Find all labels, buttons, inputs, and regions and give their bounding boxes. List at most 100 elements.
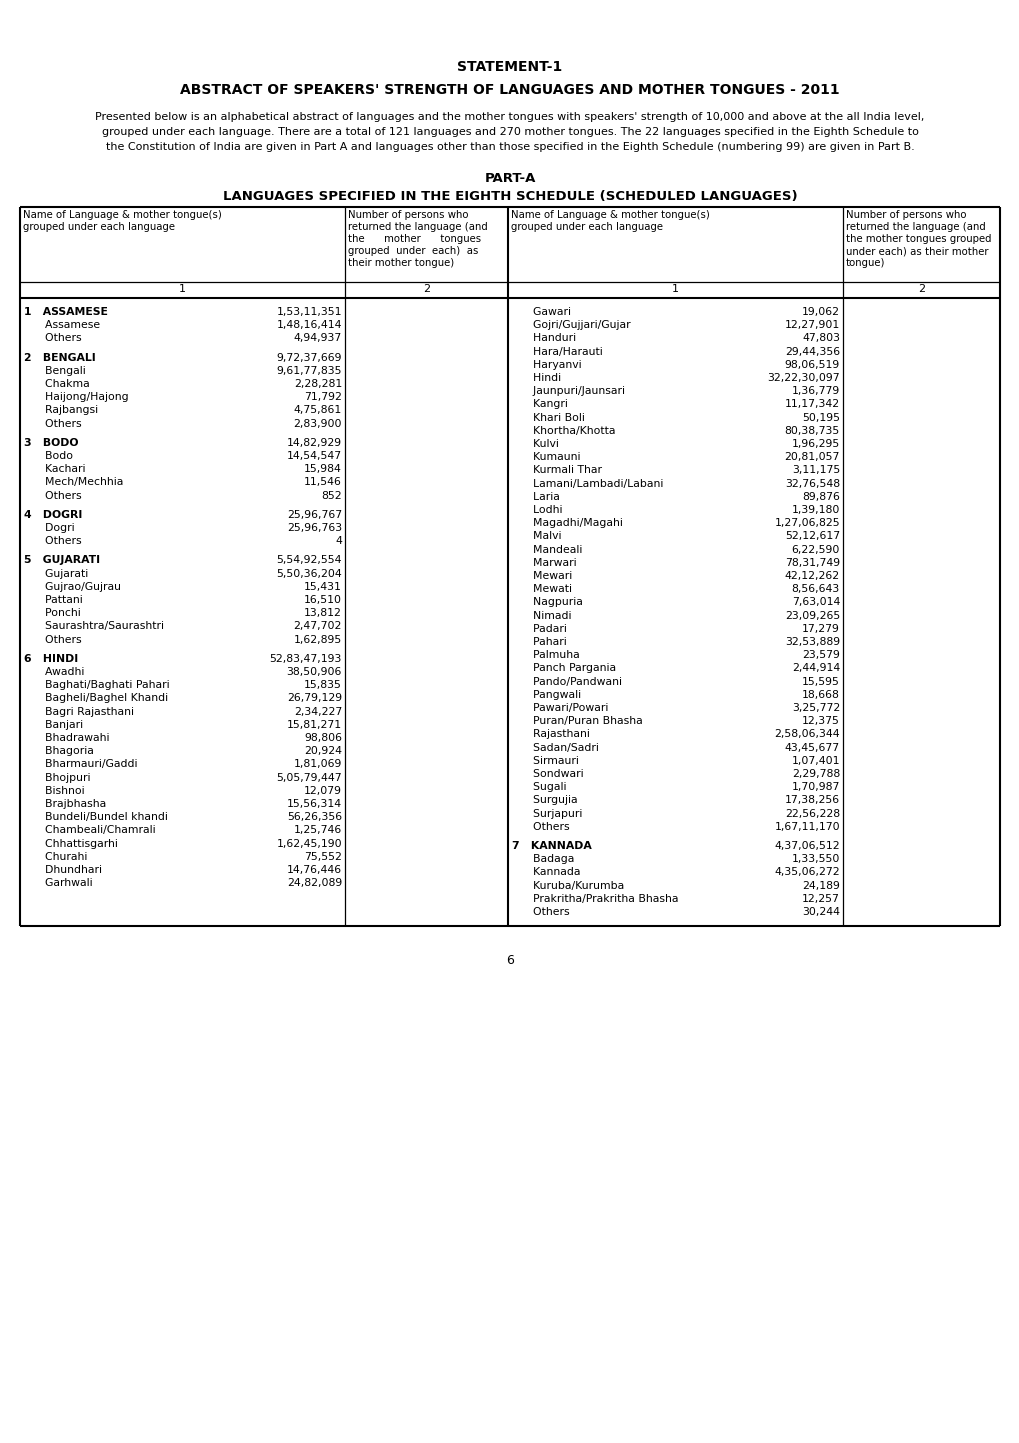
Text: their mother tongue): their mother tongue) <box>347 258 453 268</box>
Text: 24,82,089: 24,82,089 <box>286 879 341 889</box>
Text: Prakritha/Prakritha Bhasha: Prakritha/Prakritha Bhasha <box>512 893 678 903</box>
Text: Pattani: Pattani <box>24 595 83 605</box>
Text: 80,38,735: 80,38,735 <box>784 426 840 436</box>
Text: 1,96,295: 1,96,295 <box>791 439 840 449</box>
Text: 1,39,180: 1,39,180 <box>791 505 840 515</box>
Text: Mewati: Mewati <box>512 584 572 595</box>
Text: 4,37,06,512: 4,37,06,512 <box>773 841 840 851</box>
Text: 1,53,11,351: 1,53,11,351 <box>276 307 341 317</box>
Text: 25,96,763: 25,96,763 <box>286 522 341 532</box>
Text: Number of persons who: Number of persons who <box>347 211 468 219</box>
Text: 89,876: 89,876 <box>801 492 840 502</box>
Text: STATEMENT-1: STATEMENT-1 <box>457 61 562 74</box>
Text: Garhwali: Garhwali <box>24 879 93 889</box>
Text: 29,44,356: 29,44,356 <box>784 346 840 356</box>
Text: Assamese: Assamese <box>24 320 100 330</box>
Text: LANGUAGES SPECIFIED IN THE EIGHTH SCHEDULE (SCHEDULED LANGUAGES): LANGUAGES SPECIFIED IN THE EIGHTH SCHEDU… <box>222 190 797 203</box>
Text: 1,67,11,170: 1,67,11,170 <box>773 823 840 831</box>
Text: 17,279: 17,279 <box>801 623 840 633</box>
Text: 14,76,446: 14,76,446 <box>286 864 341 874</box>
Text: 1: 1 <box>672 284 679 294</box>
Text: grouped under each language. There are a total of 121 languages and 270 mother t: grouped under each language. There are a… <box>102 127 917 137</box>
Text: 52,12,617: 52,12,617 <box>784 531 840 541</box>
Text: Kulvi: Kulvi <box>512 439 558 449</box>
Text: 98,806: 98,806 <box>304 733 341 743</box>
Text: Hara/Harauti: Hara/Harauti <box>512 346 602 356</box>
Text: Rajasthani: Rajasthani <box>512 729 589 739</box>
Text: 6   HINDI: 6 HINDI <box>24 654 78 664</box>
Text: 15,431: 15,431 <box>304 582 341 592</box>
Text: 98,06,519: 98,06,519 <box>784 359 840 369</box>
Text: 56,26,356: 56,26,356 <box>286 812 341 823</box>
Text: under each) as their mother: under each) as their mother <box>845 245 987 255</box>
Text: 78,31,749: 78,31,749 <box>784 558 840 567</box>
Text: 25,96,767: 25,96,767 <box>286 509 341 519</box>
Text: 3   BODO: 3 BODO <box>24 437 78 447</box>
Text: Kangri: Kangri <box>512 400 568 410</box>
Text: grouped under each language: grouped under each language <box>23 222 175 232</box>
Text: tongue): tongue) <box>845 258 884 268</box>
Text: 1,27,06,825: 1,27,06,825 <box>773 518 840 528</box>
Text: 9,72,37,669: 9,72,37,669 <box>276 352 341 362</box>
Text: Gujrao/Gujrau: Gujrao/Gujrau <box>24 582 121 592</box>
Text: 2: 2 <box>917 284 924 294</box>
Text: 47,803: 47,803 <box>801 333 840 343</box>
Text: Pando/Pandwani: Pando/Pandwani <box>512 677 622 687</box>
Text: Mech/Mechhia: Mech/Mechhia <box>24 478 123 488</box>
Text: 20,81,057: 20,81,057 <box>784 452 840 462</box>
Text: 12,257: 12,257 <box>801 893 840 903</box>
Text: Nimadi: Nimadi <box>512 610 571 620</box>
Text: 32,76,548: 32,76,548 <box>784 479 840 489</box>
Text: 5   GUJARATI: 5 GUJARATI <box>24 556 100 566</box>
Text: Sadan/Sadri: Sadan/Sadri <box>512 743 598 753</box>
Text: 7   KANNADA: 7 KANNADA <box>512 841 591 851</box>
Text: Marwari: Marwari <box>512 558 576 567</box>
Text: Mandeali: Mandeali <box>512 544 582 554</box>
Text: Sirmauri: Sirmauri <box>512 756 579 766</box>
Text: 4: 4 <box>335 537 341 547</box>
Text: 1,81,069: 1,81,069 <box>293 759 341 769</box>
Text: 4,75,861: 4,75,861 <box>293 405 341 416</box>
Text: Bagri Rajasthani: Bagri Rajasthani <box>24 707 133 717</box>
Text: 6: 6 <box>505 954 514 967</box>
Text: 1,25,746: 1,25,746 <box>293 825 341 835</box>
Text: 15,595: 15,595 <box>801 677 840 687</box>
Text: Banjari: Banjari <box>24 720 83 730</box>
Text: 24,189: 24,189 <box>801 880 840 890</box>
Text: 8,56,643: 8,56,643 <box>791 584 840 595</box>
Text: 22,56,228: 22,56,228 <box>784 808 840 818</box>
Text: 2,44,914: 2,44,914 <box>791 664 840 674</box>
Text: 3,11,175: 3,11,175 <box>791 466 840 475</box>
Text: 32,22,30,097: 32,22,30,097 <box>766 372 840 382</box>
Text: grouped under each language: grouped under each language <box>511 222 662 232</box>
Text: Handuri: Handuri <box>512 333 576 343</box>
Text: 7,63,014: 7,63,014 <box>791 597 840 608</box>
Text: 43,45,677: 43,45,677 <box>784 743 840 753</box>
Text: Gawari: Gawari <box>512 307 571 317</box>
Text: Kumauni: Kumauni <box>512 452 580 462</box>
Text: 4,35,06,272: 4,35,06,272 <box>773 867 840 877</box>
Text: Khari Boli: Khari Boli <box>512 413 584 423</box>
Text: 6,22,590: 6,22,590 <box>791 544 840 554</box>
Text: Others: Others <box>24 635 82 645</box>
Text: 3,25,772: 3,25,772 <box>791 703 840 713</box>
Text: Malvi: Malvi <box>512 531 560 541</box>
Text: Others: Others <box>24 418 82 429</box>
Text: Saurashtra/Saurashtri: Saurashtra/Saurashtri <box>24 622 164 632</box>
Text: 1   ASSAMESE: 1 ASSAMESE <box>24 307 108 317</box>
Text: Ponchi: Ponchi <box>24 608 81 618</box>
Text: Nagpuria: Nagpuria <box>512 597 582 608</box>
Text: 1,33,550: 1,33,550 <box>791 854 840 864</box>
Text: Churahi: Churahi <box>24 851 88 861</box>
Text: 2,47,702: 2,47,702 <box>293 622 341 632</box>
Text: 12,27,901: 12,27,901 <box>784 320 840 330</box>
Text: 2: 2 <box>423 284 430 294</box>
Text: Hindi: Hindi <box>512 372 560 382</box>
Text: 4   DOGRI: 4 DOGRI <box>24 509 83 519</box>
Text: Bengali: Bengali <box>24 365 86 375</box>
Text: 18,668: 18,668 <box>801 690 840 700</box>
Text: 50,195: 50,195 <box>801 413 840 423</box>
Text: ABSTRACT OF SPEAKERS' STRENGTH OF LANGUAGES AND MOTHER TONGUES - 2011: ABSTRACT OF SPEAKERS' STRENGTH OF LANGUA… <box>180 84 839 97</box>
Text: Kuruba/Kurumba: Kuruba/Kurumba <box>512 880 624 890</box>
Text: 26,79,129: 26,79,129 <box>286 694 341 703</box>
